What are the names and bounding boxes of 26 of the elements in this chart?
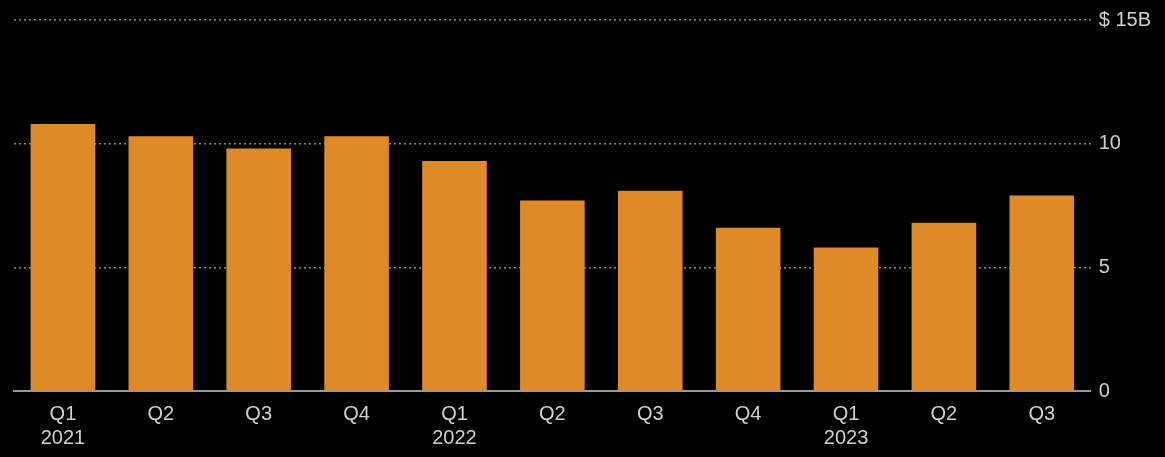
bar <box>617 190 683 391</box>
x-tick-label: Q4 <box>734 401 762 424</box>
bar <box>226 148 292 391</box>
bar <box>324 136 389 391</box>
bar <box>813 247 879 391</box>
x-tick-label: Q2 <box>147 401 175 424</box>
y-tick-label: $ 15B <box>1098 7 1151 30</box>
bar <box>911 222 977 391</box>
bar <box>422 160 487 391</box>
x-tick-label: Q3 <box>1028 401 1056 424</box>
y-tick-label: 0 <box>1098 378 1110 401</box>
x-tick-label: Q1 2021 <box>40 401 86 448</box>
x-tick-label: Q2 <box>930 401 958 424</box>
bar <box>1009 195 1075 391</box>
x-tick-label: Q1 2023 <box>823 401 869 448</box>
bar <box>715 227 781 391</box>
x-tick-label: Q1 2022 <box>432 401 477 448</box>
x-tick-label: Q4 <box>343 401 370 424</box>
bar <box>30 123 96 391</box>
y-tick-label: 5 <box>1098 254 1110 277</box>
x-tick-label: Q2 <box>539 401 566 424</box>
bar <box>520 200 585 391</box>
x-tick-label: Q3 <box>636 401 664 424</box>
y-tick-label: 10 <box>1098 131 1121 154</box>
bar <box>128 136 194 391</box>
x-tick-label: Q3 <box>245 401 273 424</box>
